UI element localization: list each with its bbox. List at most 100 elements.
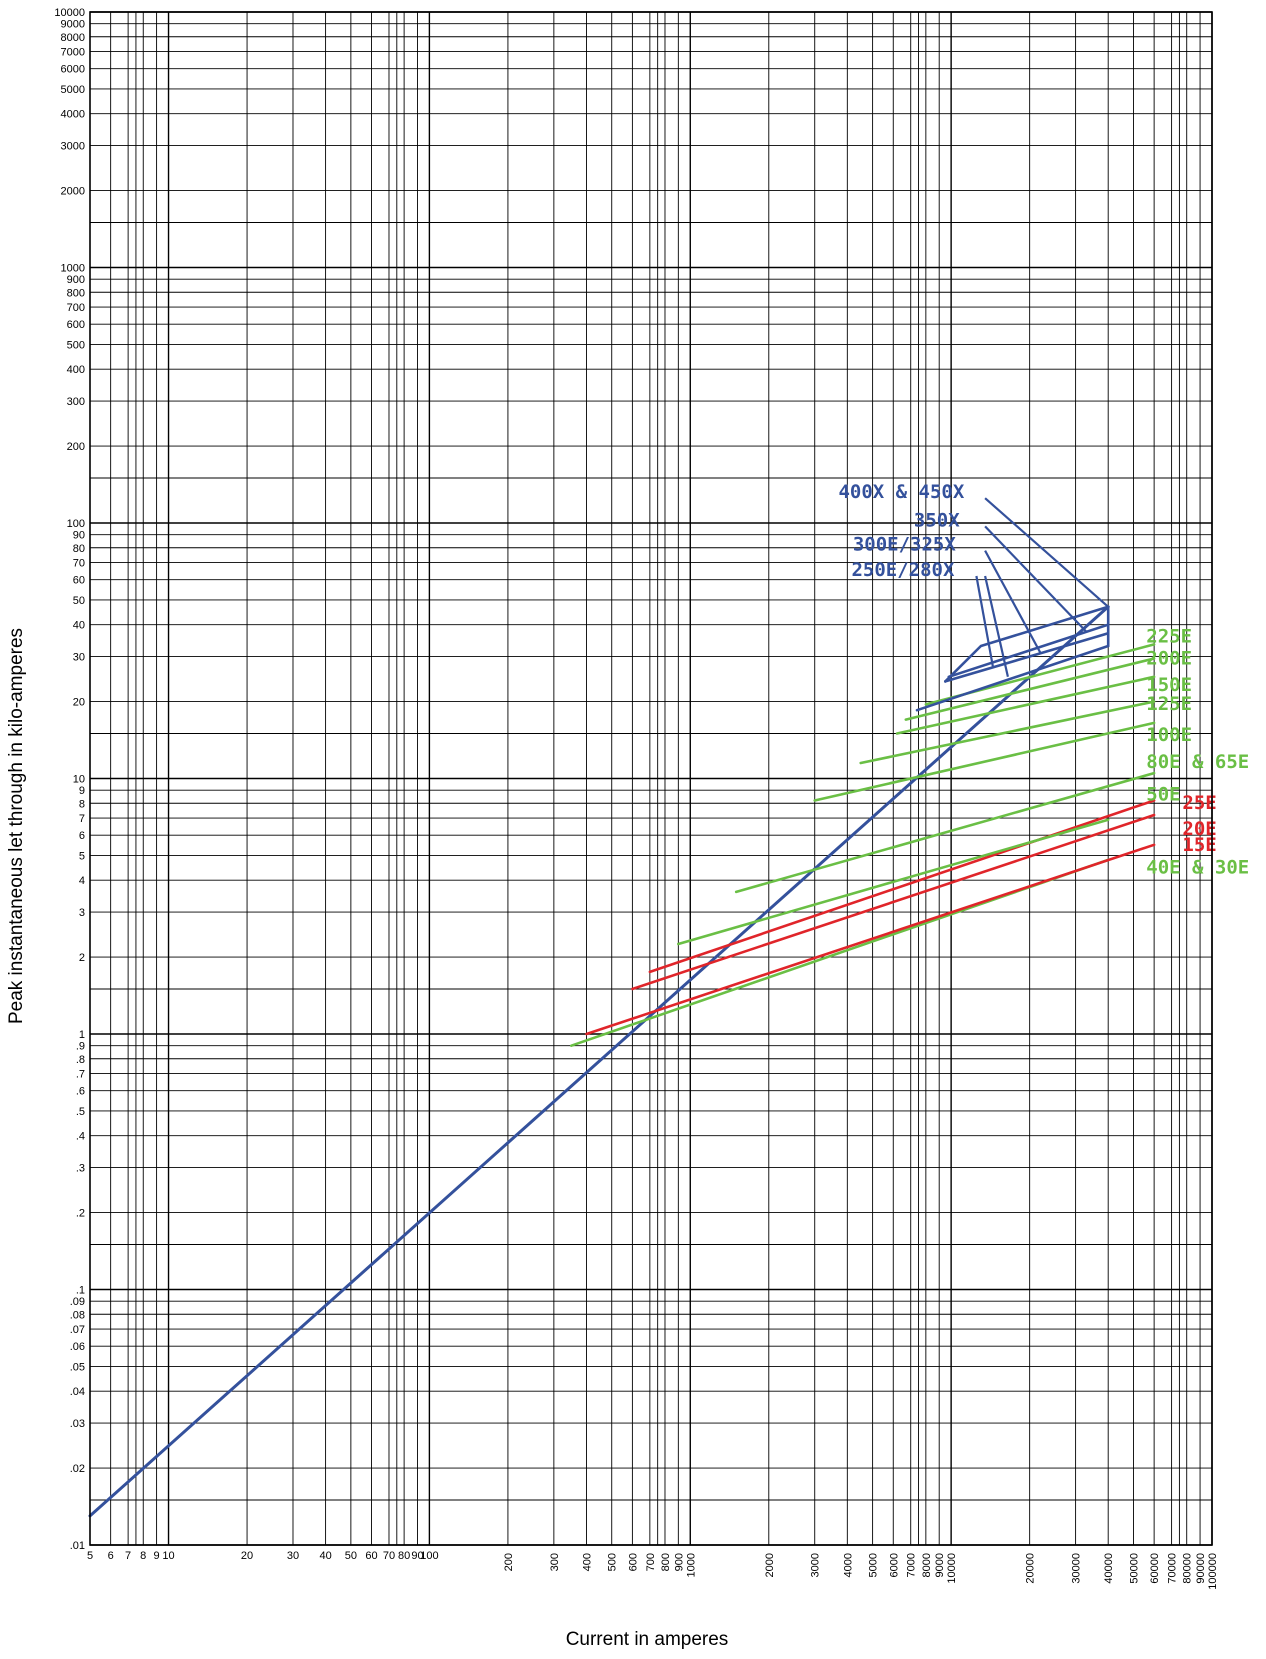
series-label: 300E/325X [853, 534, 957, 556]
leader-line [984, 550, 1042, 654]
x-tick-label: 2000 [764, 1553, 776, 1577]
x-tick-label: 60000 [1149, 1553, 1161, 1584]
x-tick-label: 1000 [685, 1553, 697, 1577]
x-tick-label: 800 [660, 1553, 672, 1571]
y-tick-label: 4 [79, 875, 85, 887]
x-tick-label: 400 [581, 1553, 593, 1571]
y-tick-label: 4000 [61, 109, 85, 121]
y-tick-label: 6 [79, 830, 85, 842]
x-tick-label: 4000 [842, 1553, 854, 1577]
x-tick-label: 6 [108, 1550, 114, 1562]
y-tick-label: .02 [70, 1463, 85, 1475]
x-tick-label: 9000 [934, 1553, 946, 1577]
y-tick-label: 2 [79, 952, 85, 964]
y-tick-label: 3 [79, 907, 85, 919]
y-tick-label: .07 [70, 1324, 85, 1336]
x-tick-label: 3000 [810, 1553, 822, 1577]
y-tick-label: 30 [73, 652, 85, 664]
series-line-green [734, 771, 1156, 894]
x-tick-label: 600 [627, 1553, 639, 1571]
y-tick-label: 300 [67, 396, 85, 408]
y-tick-label: .01 [70, 1540, 85, 1552]
x-tick-label: 8 [140, 1550, 146, 1562]
label-leader-lines [975, 497, 1109, 678]
leader-line [984, 525, 1088, 633]
y-tick-label: 20 [73, 697, 85, 709]
x-tick-label: 6000 [888, 1553, 900, 1577]
leader-line [984, 575, 1009, 678]
y-tick-label: 8000 [61, 32, 85, 44]
series-label: 250E/280X [851, 559, 955, 581]
x-tick-label: 70 [383, 1550, 395, 1562]
series-label: 25E [1182, 792, 1216, 814]
series-line-red [585, 843, 1156, 1036]
y-tick-label: 700 [67, 302, 85, 314]
x-tick-label: 80 [398, 1550, 410, 1562]
series-lines [88, 605, 1156, 1518]
series-label: 400X & 450X [838, 481, 964, 503]
series-line-blue [915, 644, 1110, 712]
grid [89, 11, 1213, 1546]
y-tick-label: 8 [79, 798, 85, 810]
x-axis-title: Current in amperes [566, 1629, 729, 1650]
y-tick-label: 1000 [61, 263, 85, 275]
x-tick-label: 30 [287, 1550, 299, 1562]
y-tick-label: .1 [76, 1285, 85, 1297]
x-tick-label: 300 [549, 1553, 561, 1571]
series-line-green [813, 721, 1156, 802]
series-label: 125E [1146, 693, 1192, 715]
y-tick-label: 5 [79, 850, 85, 862]
leader-line [984, 497, 1109, 608]
x-tick-label: 20 [241, 1550, 253, 1562]
series-line-blue [943, 631, 1110, 683]
x-tick-label: 20000 [1025, 1553, 1037, 1584]
y-tick-label: .4 [76, 1131, 85, 1143]
x-tick-label: 80000 [1182, 1553, 1194, 1584]
series-label: 350X [914, 509, 960, 531]
x-tick-label: 30000 [1071, 1553, 1083, 1584]
y-tick-label: .8 [76, 1054, 85, 1066]
y-tick-label: 800 [67, 287, 85, 299]
series-labels: 400X & 450X 350X 300E/325X 250E/280X 225E200… [838, 481, 1249, 878]
x-tick-label: 7 [125, 1550, 131, 1562]
y-tick-label: .3 [76, 1163, 85, 1175]
y-tick-label: .05 [70, 1361, 85, 1373]
series-line-green [904, 657, 1156, 721]
y-tick-label: 100 [67, 518, 85, 530]
x-tick-label: 10 [162, 1550, 174, 1562]
y-tick-label: .04 [70, 1386, 85, 1398]
series-label: 100E [1146, 724, 1192, 746]
x-tick-label: 40000 [1103, 1553, 1115, 1584]
x-tick-label: 100 [420, 1550, 438, 1562]
y-tick-label: 6000 [61, 64, 85, 76]
x-tick-label: 70000 [1167, 1553, 1179, 1584]
y-tick-label: .03 [70, 1418, 85, 1430]
y-tick-label: .7 [76, 1069, 85, 1081]
x-tick-label: 7000 [906, 1553, 918, 1577]
y-tick-label: 10 [73, 774, 85, 786]
y-tick-label: 10000 [54, 7, 85, 19]
series-label: 40E & 30E [1146, 856, 1249, 878]
x-tick-label: 40 [319, 1550, 331, 1562]
y-axis-title: Peak instantaneous let through in kilo-a… [6, 628, 27, 1024]
x-tick-label: 100000 [1207, 1553, 1219, 1590]
y-tick-label: .9 [76, 1041, 85, 1053]
y-tick-label: 50 [73, 595, 85, 607]
x-tick-label: 500 [607, 1553, 619, 1571]
y-tick-label: 7000 [61, 47, 85, 59]
series-line-blue [943, 605, 1110, 683]
y-tick-label: 500 [67, 339, 85, 351]
x-tick-label: 90 [411, 1550, 423, 1562]
series-label: 150E [1146, 674, 1192, 696]
x-tick-label: 5 [87, 1550, 93, 1562]
x-tick-label: 90000 [1195, 1553, 1207, 1584]
y-tick-label: 9000 [61, 19, 85, 31]
leader-line [975, 575, 995, 669]
y-tick-label: 5000 [61, 84, 85, 96]
x-tick-label: 700 [645, 1553, 657, 1571]
series-line-blue [947, 623, 1110, 679]
x-tick-label: 50000 [1128, 1553, 1140, 1584]
x-tick-label: 10000 [946, 1553, 958, 1584]
y-tick-label: .2 [76, 1208, 85, 1220]
